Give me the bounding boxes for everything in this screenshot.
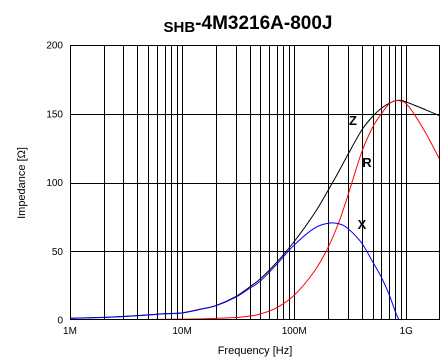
y-tick-label: 150 (46, 109, 63, 120)
x-tick-label: 1G (400, 326, 414, 337)
grid (70, 45, 440, 320)
y-tick-label: 0 (57, 316, 63, 327)
x-axis-ticks: 1M 10M 100M 1G (63, 326, 413, 337)
series-label-x: X (358, 217, 367, 232)
series-line-x (70, 222, 400, 320)
plot-frame (70, 45, 440, 320)
x-tick-label: 100M (282, 326, 307, 337)
y-tick-label: 50 (52, 247, 64, 258)
x-axis-label: Frequency [Hz] (218, 345, 293, 357)
y-tick-label: 100 (46, 178, 63, 189)
y-tick-label: 200 (46, 41, 63, 52)
x-tick-label: 1M (63, 326, 77, 337)
y-axis-label: Impedance [Ω] (16, 147, 28, 219)
chart-title: SHB-4M3216A-800J (164, 13, 333, 36)
y-axis-ticks: 0 50 100 150 200 (46, 41, 63, 327)
series-label-r: R (362, 155, 372, 170)
series-label-z: Z (349, 113, 357, 128)
x-tick-label: 10M (172, 326, 191, 337)
